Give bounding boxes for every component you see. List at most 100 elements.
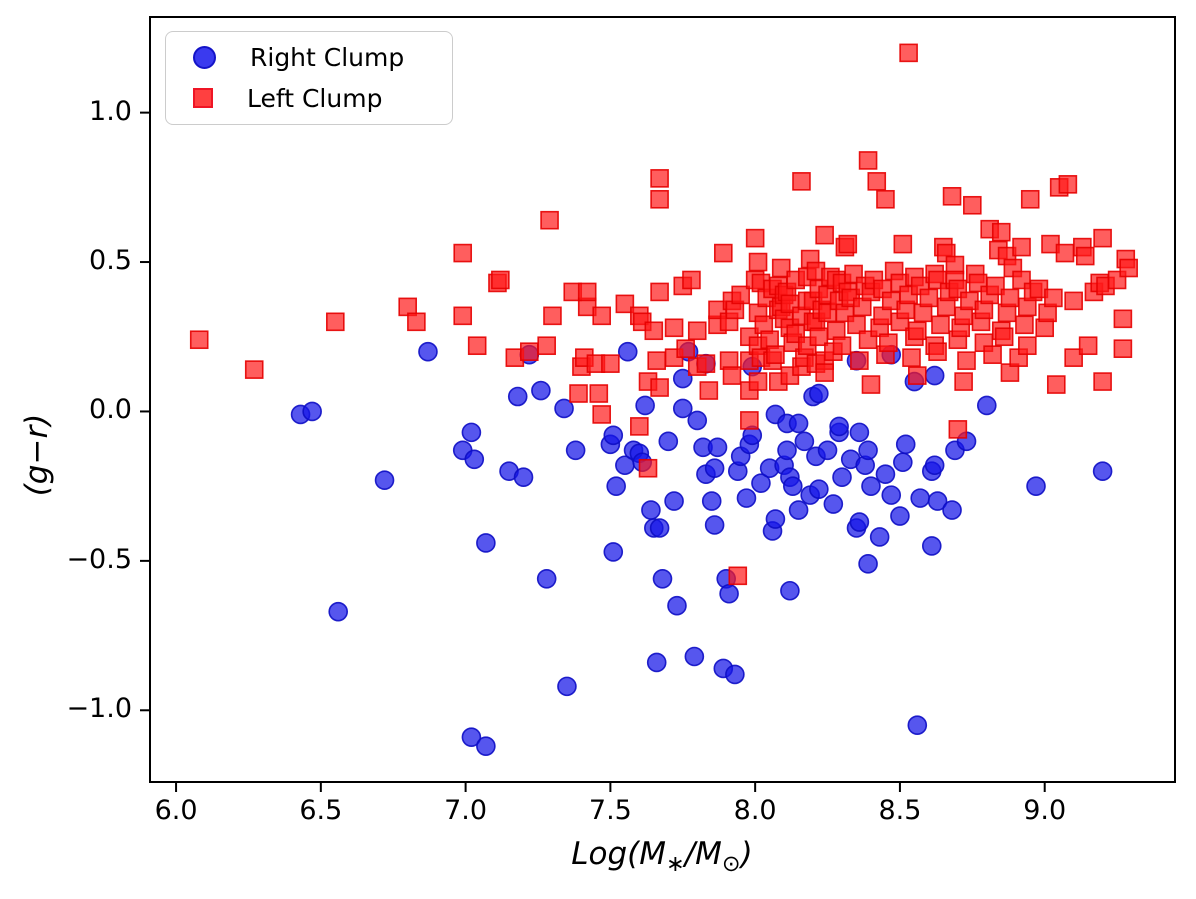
data-point-left-clump [1113,309,1133,329]
data-point-right-clump [976,395,997,416]
data-point-left-clump [879,333,898,353]
data-point-right-clump [858,440,878,461]
plot-border [149,16,1176,783]
data-point-left-clump [893,234,913,254]
x-tick-label: 9.0 [1023,795,1067,826]
y-tick-label: −0.5 [66,543,132,575]
data-point-right-clump [809,479,829,499]
data-point-right-clump [777,440,797,461]
data-point-right-clump [910,488,930,508]
red-square-marker-icon [193,88,213,109]
data-point-left-clump [899,43,918,63]
x-axis-label-suffix: ) [740,836,753,872]
data-point-left-clump [948,420,968,439]
data-point-left-clump [189,330,209,350]
data-point-right-clump [921,536,942,556]
data-point-right-clump [302,401,322,422]
data-point-left-clump [1113,339,1133,358]
data-point-left-clump [1020,189,1040,209]
data-point-right-clump [531,380,551,401]
data-point-left-clump [244,360,264,379]
data-point-left-clump [714,243,733,263]
y-axis-label: (g−r) [19,413,55,497]
data-point-left-clump [908,366,927,385]
data-point-left-clump [644,321,664,341]
data-point-right-clump [461,727,482,747]
data-point-right-clump [927,491,948,511]
data-point-right-clump [719,583,739,604]
data-point-left-clump [601,354,620,373]
data-point-right-clump [476,533,496,553]
data-point-left-clump [453,306,473,326]
data-point-right-clump [652,568,673,589]
y-tick-label: −1.0 [66,693,132,725]
data-point-right-clump [649,518,670,538]
data-point-right-clump [893,452,913,473]
data-point-right-clump [701,491,722,511]
data-point-right-clump [861,476,881,496]
data-point-right-clump [646,652,667,673]
data-point-right-clump [464,449,485,470]
data-point-left-clump [630,417,649,436]
data-point-left-clump [832,336,852,356]
data-point-left-clump [858,151,878,170]
data-point-right-clump [667,595,687,616]
data-point-left-clump [847,315,866,335]
data-point-right-clump [890,506,910,526]
data-point-right-clump [907,715,928,736]
data-point-left-clump [748,252,768,272]
x-axis-label-text: Log(M [571,836,667,872]
data-point-left-clump [615,294,635,314]
x-tick-label: 6.0 [154,795,198,826]
x-tick-label: 6.5 [299,795,343,826]
data-point-left-clump [467,336,487,356]
data-point-left-clump [453,243,473,263]
data-point-right-clump [328,601,349,622]
data-point-left-clump [326,312,345,332]
data-point-right-clump [924,455,945,476]
data-point-right-clump [707,437,728,458]
star-subscript: ∗ [666,851,685,878]
data-point-left-clump [728,566,748,586]
data-point-left-clump [650,169,669,188]
data-point-right-clump [881,485,902,505]
legend: Right Clump Left Clump [165,31,453,125]
data-point-right-clump [751,473,771,493]
x-tick-label: 7.5 [588,795,632,826]
data-point-left-clump [957,351,976,370]
legend-label-right-clump: Right Clump [250,43,405,73]
data-point-left-clump [731,285,750,305]
data-point-right-clump [476,736,496,756]
data-point-right-clump [664,491,684,511]
data-point-right-clump [554,398,574,419]
data-point-left-clump [771,258,791,278]
data-point-left-clump [589,384,609,403]
data-point-left-clump [1093,228,1112,248]
data-point-left-clump [991,222,1011,242]
x-tick-label: 7.0 [444,795,488,826]
data-point-left-clump [986,276,1005,296]
data-point-left-clump [1078,336,1098,356]
data-point-left-clump [540,210,559,230]
data-point-right-clump [875,464,896,485]
data-point-right-clump [672,398,693,419]
data-point-left-clump [815,225,834,245]
data-point-left-clump [908,321,927,341]
legend-label-left-clump: Left Clump [247,83,383,113]
data-point-right-clump [788,500,809,520]
data-point-left-clump [647,351,667,370]
data-point-left-clump [696,354,716,373]
data-point-left-clump [592,405,611,424]
data-point-left-clump [850,351,869,370]
data-point-right-clump [829,416,849,437]
data-point-right-clump [780,580,800,601]
data-point-left-clump [664,318,684,338]
data-point-right-clump [817,440,838,461]
data-point-right-clump [635,395,655,416]
data-point-left-clump [745,228,765,248]
data-point-left-clump [867,172,887,191]
data-point-left-clump [919,288,939,308]
data-point-right-clump [1026,476,1046,496]
